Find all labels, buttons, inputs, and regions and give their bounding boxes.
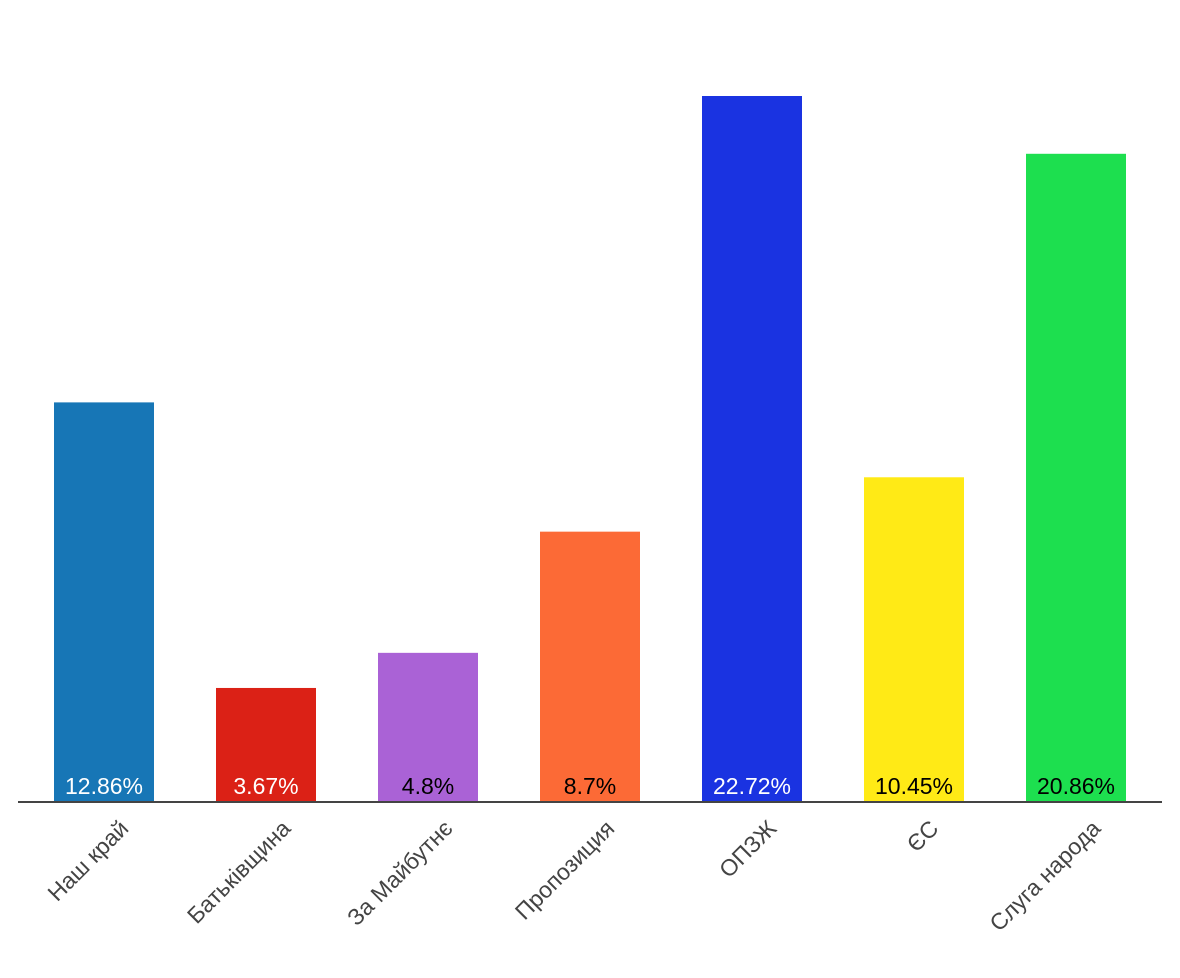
x-tick-label-0: Наш край <box>42 815 133 906</box>
bar-0 <box>54 402 154 802</box>
bar-value-label-1: 3.67% <box>233 773 298 799</box>
bar-value-label-3: 8.7% <box>564 773 616 799</box>
bar-value-label-0: 12.86% <box>65 773 143 799</box>
bar-5 <box>864 477 964 802</box>
x-tick-label-2: За Майбутнє <box>342 815 458 931</box>
bar-6 <box>1026 153 1126 802</box>
bar-value-label-5: 10.45% <box>875 773 953 799</box>
x-tick-label-6: Слуга народа <box>984 815 1105 936</box>
bars-group <box>54 96 1126 802</box>
bar-value-label-6: 20.86% <box>1037 773 1115 799</box>
bar-value-label-4: 22.72% <box>713 773 791 799</box>
bar-3 <box>540 531 640 802</box>
x-tick-label-1: Батьківщина <box>182 815 296 929</box>
bar-2 <box>378 652 478 802</box>
value-labels-group: 12.86% 3.67% 4.8% 8.7% 22.72% 10.45% 20.86% <box>65 773 1115 799</box>
x-tick-label-3: Пропозиция <box>510 815 620 925</box>
x-tick-labels-group: Наш край Батьківщина За Майбутнє Пропозиция… <box>42 815 1105 936</box>
x-tick-label-5: ЄС <box>902 815 944 857</box>
bar-value-label-2: 4.8% <box>402 773 454 799</box>
x-tick-label-4: ОПЗЖ <box>714 815 782 883</box>
bar-1 <box>216 687 316 802</box>
bar-4 <box>702 96 802 802</box>
